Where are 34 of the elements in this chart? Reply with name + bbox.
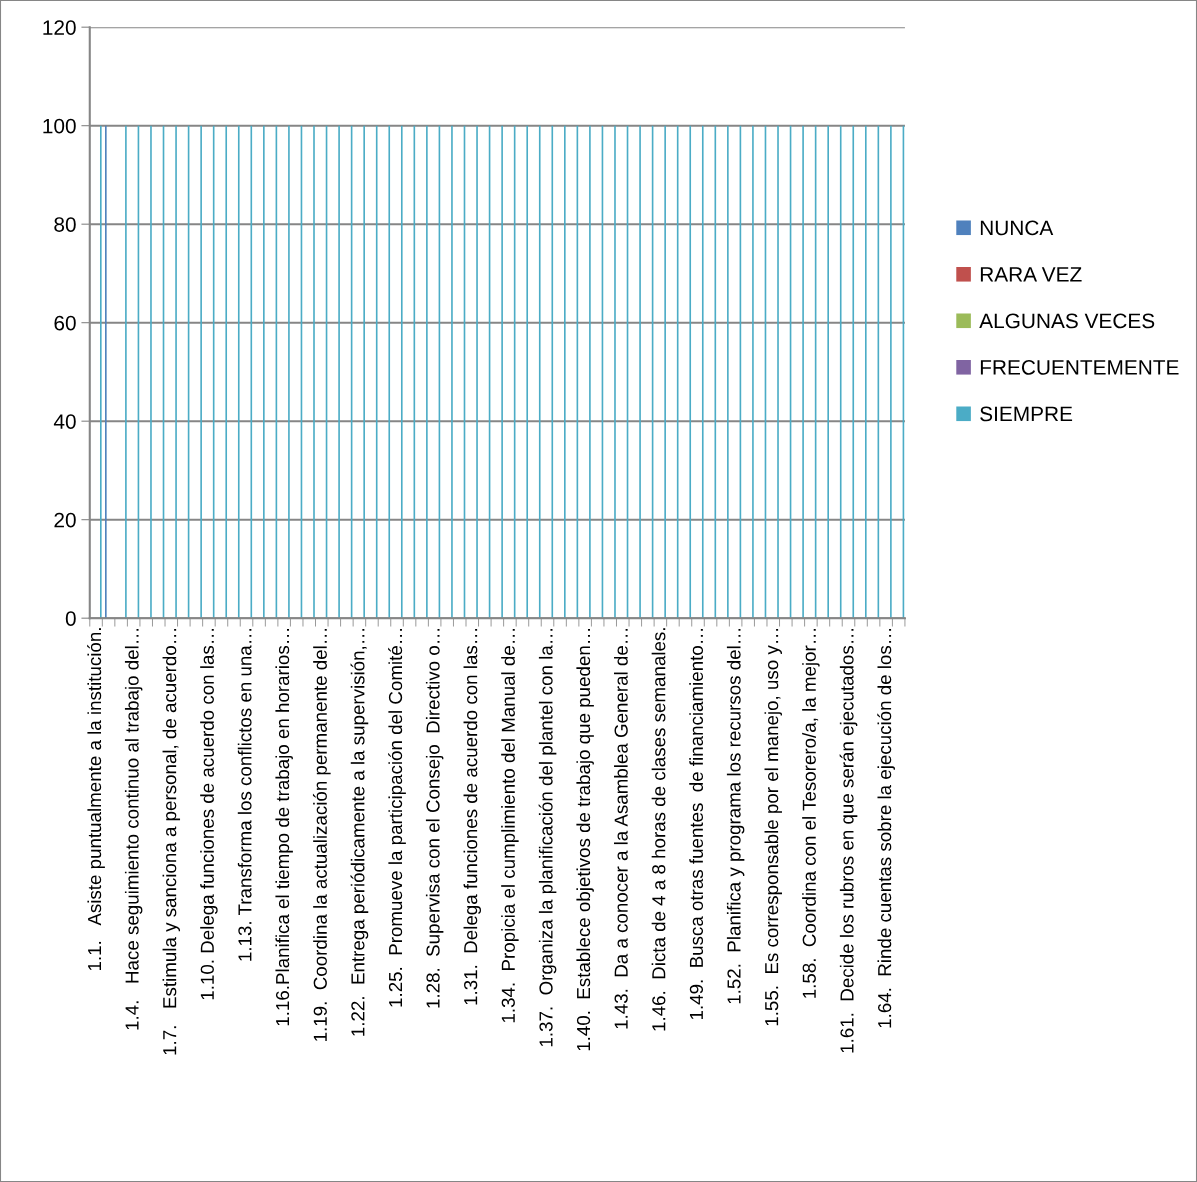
x-tick-label: 1.7. Estimula y sanciona a personal, de acuerdo… bbox=[162, 629, 181, 1055]
x-tick-label: 1.10. Delega funciones de acuerdo con las… bbox=[200, 629, 218, 1000]
x-tick-label: 1.1. Asiste puntualmente a la institución. bbox=[87, 628, 105, 971]
y-tick-label: 100 bbox=[43, 118, 76, 134]
x-tick-label: 1.19. Coordina la actualización permanente del… bbox=[312, 629, 331, 1041]
legend-label: RARA VEZ bbox=[980, 267, 1082, 282]
x-tick-label: 1.61. Decide los rubros en que serán ejecutados… bbox=[839, 629, 858, 1053]
x-tick-label: 1.16.Planifica el tiempo de trabajo en horarios… bbox=[275, 629, 293, 1026]
y-tick-label: 20 bbox=[54, 512, 76, 528]
x-tick-label: 1.64. Rinde cuentas sobre la ejecución de los… bbox=[877, 629, 895, 1028]
x-tick-label: 1.4. Hace seguimiento continuo al trabajo del… bbox=[124, 629, 143, 1030]
legend-label: FRECUENTEMENTE bbox=[980, 360, 1179, 375]
x-tick-label: 1.43. Da a conocer a la Asamblea General de… bbox=[614, 629, 628, 1029]
x-tick-label: 1.22. Entrega periódicamente a la supervisión,… bbox=[350, 629, 369, 1036]
legend-label: NUNCA bbox=[980, 220, 1054, 236]
x-tick-label: 1.37. Organiza la planificación del plantel con la… bbox=[538, 629, 557, 1047]
y-tick-label: 0 bbox=[65, 611, 76, 626]
x-tick-label: 1.58. Coordina con el Tesorero/a, la mejor… bbox=[802, 629, 820, 998]
y-tick-label: 60 bbox=[54, 315, 76, 331]
y-tick-label: 40 bbox=[53, 414, 76, 429]
x-tick-label: 1.55. Es corresponsable por el manejo, uso y… bbox=[764, 629, 782, 1026]
y-tick-label: 120 bbox=[43, 20, 76, 35]
y-tick-label: 80 bbox=[54, 217, 76, 232]
x-tick-label: 1.34. Propicia el cumplimiento del Manual de… bbox=[501, 629, 519, 1023]
x-tick-label: 1.49. Busca otras fuentes de financiamiento… bbox=[689, 629, 704, 1020]
legend-label: SIEMPRE bbox=[980, 406, 1073, 422]
x-tick-label: 1.40. Establece objetivos de trabajo que pueden… bbox=[576, 629, 594, 1051]
x-tick-label: 1.52. Planifica y programa los recursos del… bbox=[726, 629, 745, 1004]
x-tick-label: 1.28. Supervisa con el Consejo Directivo o… bbox=[425, 629, 444, 1008]
legend-label: ALGUNAS VECES bbox=[979, 313, 1155, 329]
x-tick-label: 1.13. Transforma los conflictos en una… bbox=[237, 629, 252, 961]
x-tick-label: 1.46. Dicta de 4 a 8 horas de clases semanales. bbox=[651, 628, 666, 1031]
x-tick-label: 1.31. Delega funciones de acuerdo con las… bbox=[463, 629, 482, 1005]
x-tick-label: 1.25. Promueve la participación del Comité… bbox=[388, 629, 406, 1007]
